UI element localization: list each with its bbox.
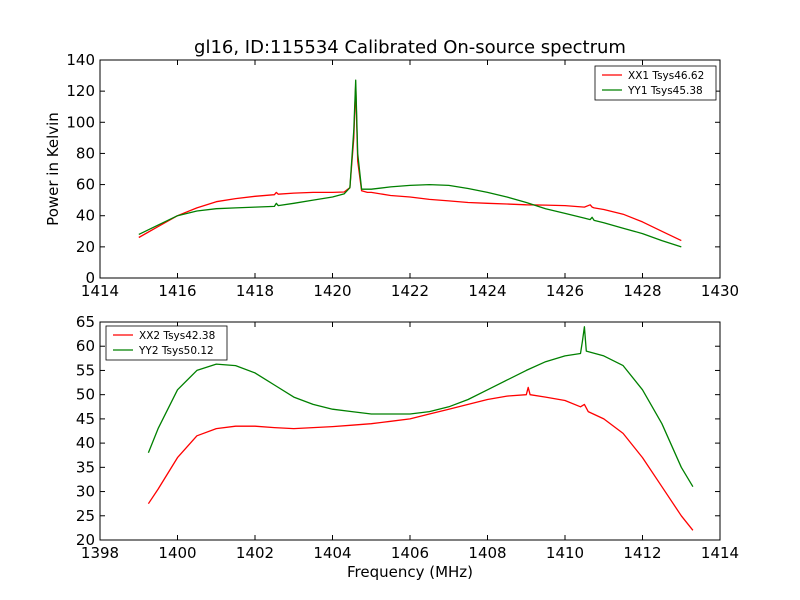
y-tick-label: 25	[76, 507, 95, 525]
x-tick-label: 1428	[623, 282, 661, 300]
y-tick-label: 80	[76, 144, 95, 162]
series-line-xx2	[147, 386, 694, 531]
x-tick-label: 1430	[701, 282, 739, 300]
x-tick-label: 1400	[158, 544, 196, 562]
y-axis-label: Power in Kelvin	[44, 112, 62, 226]
series-line-xx1	[138, 84, 682, 242]
y-tick-label: 100	[66, 113, 95, 131]
plot-area	[138, 79, 682, 248]
x-tick-label: 1398	[81, 544, 119, 562]
y-tick-label: 60	[76, 176, 95, 194]
y-tick-label: 140	[66, 51, 95, 69]
y-tick-label: 120	[66, 82, 95, 100]
x-axis-label: Frequency (MHz)	[347, 563, 473, 581]
y-tick-label: 35	[76, 458, 95, 476]
x-tick-label: 1416	[158, 282, 196, 300]
legend-entry: XX2 Tsys42.38	[139, 330, 215, 342]
y-tick-label: 65	[76, 313, 95, 331]
x-tick-label: 1404	[313, 544, 351, 562]
y-tick-label: 60	[76, 337, 95, 355]
top-panel: 1414 1416 1418 1420 1422 1424 1426 1428 1430 0 20 4…	[66, 51, 739, 300]
legend-entry: YY2 Tsys50.12	[138, 345, 214, 357]
legend-box	[105, 325, 228, 361]
x-tick-label: 1424	[468, 282, 506, 300]
x-tick-label: 1412	[623, 544, 661, 562]
y-tick-label: 45	[76, 410, 95, 428]
y-tick-label: 20	[76, 531, 95, 549]
legend-entry: YY1 Tsys45.38	[627, 85, 703, 97]
legend-box	[594, 65, 717, 101]
x-tick-label: 1418	[236, 282, 274, 300]
legend: XX1 Tsys46.62 YY1 Tsys45.38	[594, 65, 717, 101]
legend-entry: XX1 Tsys46.62	[628, 70, 704, 82]
chart-title: gl16, ID:115534 Calibrated On-source spe…	[194, 37, 626, 58]
series-line-yy1	[138, 79, 682, 248]
x-tick-label: 1402	[236, 544, 274, 562]
x-tick-label: 1426	[546, 282, 584, 300]
y-tick-label: 55	[76, 361, 95, 379]
x-tick-label: 1414	[81, 282, 119, 300]
x-tick-label: 1420	[313, 282, 351, 300]
y-tick-label: 0	[85, 269, 95, 287]
x-tick-label: 1408	[468, 544, 506, 562]
y-tick-label: 40	[76, 434, 95, 452]
bottom-panel: 1398 1400 1402 1404 1406 1408 1410 1412 1414 20 25…	[76, 313, 739, 562]
series-line-yy2	[147, 326, 694, 488]
x-tick-label: 1414	[701, 544, 739, 562]
y-tick-label: 40	[76, 207, 95, 225]
y-tick-label: 30	[76, 483, 95, 501]
plot-area	[147, 326, 694, 531]
y-tick-label: 50	[76, 386, 95, 404]
x-tick-label: 1406	[391, 544, 429, 562]
x-tick-label: 1422	[391, 282, 429, 300]
x-tick-label: 1410	[546, 544, 584, 562]
legend: XX2 Tsys42.38 YY2 Tsys50.12	[105, 325, 228, 361]
y-tick-label: 20	[76, 238, 95, 256]
